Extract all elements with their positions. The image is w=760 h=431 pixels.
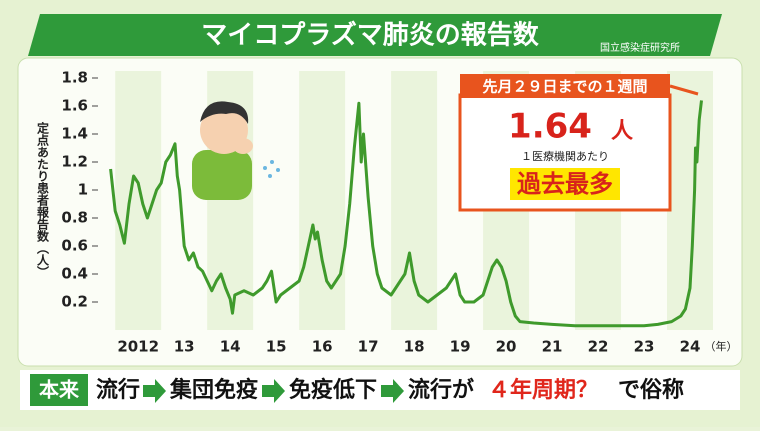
y-tick-label: 1.4 — [61, 125, 88, 143]
x-unit: （年） — [705, 339, 738, 353]
y-tick-label: 1.8 — [61, 69, 88, 87]
annotation: 先月２９日までの１週間 1.64 人 １医療機関あたり 過去最多 — [458, 74, 699, 212]
x-tick-label: 2012 — [117, 338, 159, 356]
x-tick-label: 18 — [404, 338, 425, 356]
annotation-pointer — [669, 84, 699, 96]
y-axis-label: 定点あたり患者報告数（人） — [36, 121, 50, 278]
arrow — [381, 379, 404, 403]
x-tick-label: 24 — [680, 338, 701, 356]
x-tick-label: 16 — [312, 338, 333, 356]
badge-bg — [510, 168, 620, 200]
arrow — [143, 379, 166, 403]
y-tick-label: 0.4 — [61, 265, 88, 283]
annotation-badge: 過去最多 — [517, 170, 613, 198]
y-tick-label: 1 — [78, 181, 88, 199]
x-tick-label: 23 — [634, 338, 655, 356]
y-tick-label: 1.2 — [61, 153, 88, 171]
y-tick-label: 0.6 — [61, 237, 88, 255]
caption-step: 免疫低下 — [289, 377, 377, 403]
x-tick-label: 15 — [266, 338, 287, 356]
x-tick-label: 17 — [358, 338, 379, 356]
annotation-value: 1.64 — [508, 107, 592, 147]
x-tick-label: 13 — [174, 338, 195, 356]
caption-step: 流行が — [408, 377, 474, 403]
x-tick-label: 19 — [450, 338, 471, 356]
arrow — [262, 379, 285, 403]
x-tick-label: 20 — [496, 338, 517, 356]
caption-highlight: ４年周期？ — [488, 377, 598, 403]
caption-tail: で俗称 — [618, 377, 684, 403]
data-line — [109, 100, 703, 328]
caption-tag: 本来 — [39, 378, 80, 402]
chart-title: マイコプラズマ肺炎の報告数 — [201, 20, 539, 51]
annotation-header-bg — [460, 74, 670, 98]
annotation-note: １医療機関あたり — [521, 149, 609, 163]
sneezing-person — [192, 101, 280, 200]
annotation-header: 先月２９日までの１週間 — [482, 78, 647, 96]
title-banner — [28, 14, 722, 56]
y-tick-label: 1.6 — [61, 97, 88, 115]
y-tick-label: 0.8 — [61, 209, 88, 227]
caption-tag-bg — [30, 374, 88, 406]
x-tick-label: 14 — [220, 338, 241, 356]
caption-step: 流行 — [96, 377, 140, 403]
x-tick-label: 21 — [542, 338, 563, 356]
source: 国立感染症研究所 — [600, 41, 680, 54]
year-band — [299, 71, 346, 330]
year-band — [391, 71, 438, 330]
y-tick-label: 0.2 — [61, 293, 88, 311]
caption-bar — [20, 370, 740, 410]
annotation-unit: 人 — [611, 119, 633, 144]
caption-step: 集団免疫 — [169, 377, 258, 403]
x-tick-label: 22 — [588, 338, 609, 356]
